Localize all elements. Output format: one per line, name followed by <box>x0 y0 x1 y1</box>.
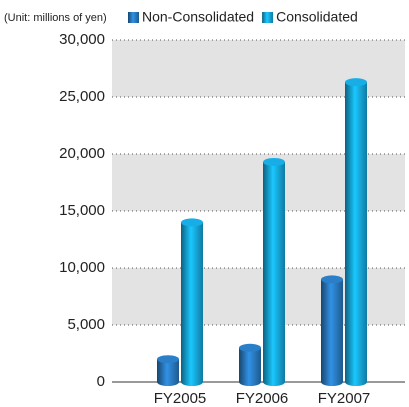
y-tick-label: 25,000 <box>59 88 105 105</box>
y-tick-label: 20,000 <box>59 145 105 162</box>
bar-body <box>239 347 261 382</box>
bar-body <box>321 279 343 382</box>
y-tick-label: 15,000 <box>59 202 105 219</box>
bar-body <box>345 82 367 383</box>
bar-base <box>157 378 179 386</box>
bar-top <box>321 275 343 284</box>
y-tick-label: 5,000 <box>67 316 105 333</box>
bar-base <box>181 378 203 386</box>
x-tick-label: FY2007 <box>318 390 371 407</box>
x-tick-label: FY2005 <box>154 390 207 407</box>
bar <box>239 343 261 386</box>
bar-top <box>181 218 203 227</box>
bar-body <box>157 359 179 382</box>
bar <box>157 355 179 386</box>
bar <box>263 157 285 386</box>
bar <box>181 218 203 386</box>
bar-base <box>345 378 367 386</box>
bar-top <box>345 78 367 87</box>
bar-top <box>239 343 261 352</box>
bar-top <box>157 355 179 364</box>
y-tick-label: 0 <box>97 373 105 390</box>
bar-top <box>263 157 285 166</box>
y-tick-label: 30,000 <box>59 31 105 48</box>
bar-body <box>263 161 285 382</box>
x-tick-label: FY2006 <box>236 390 289 407</box>
legend-swatch <box>262 12 274 23</box>
bar <box>345 78 367 386</box>
bar-base <box>321 378 343 386</box>
y-tick-label: 10,000 <box>59 259 105 276</box>
legend-label: Non-Consolidated <box>142 9 254 25</box>
legend-swatch <box>128 12 139 23</box>
bar-base <box>239 378 261 386</box>
chart-subtitle: (Unit: millions of yen) <box>4 12 107 24</box>
bar-base <box>263 378 285 386</box>
bar-body <box>181 222 203 382</box>
bar <box>321 275 343 386</box>
legend-label: Consolidated <box>276 9 358 25</box>
